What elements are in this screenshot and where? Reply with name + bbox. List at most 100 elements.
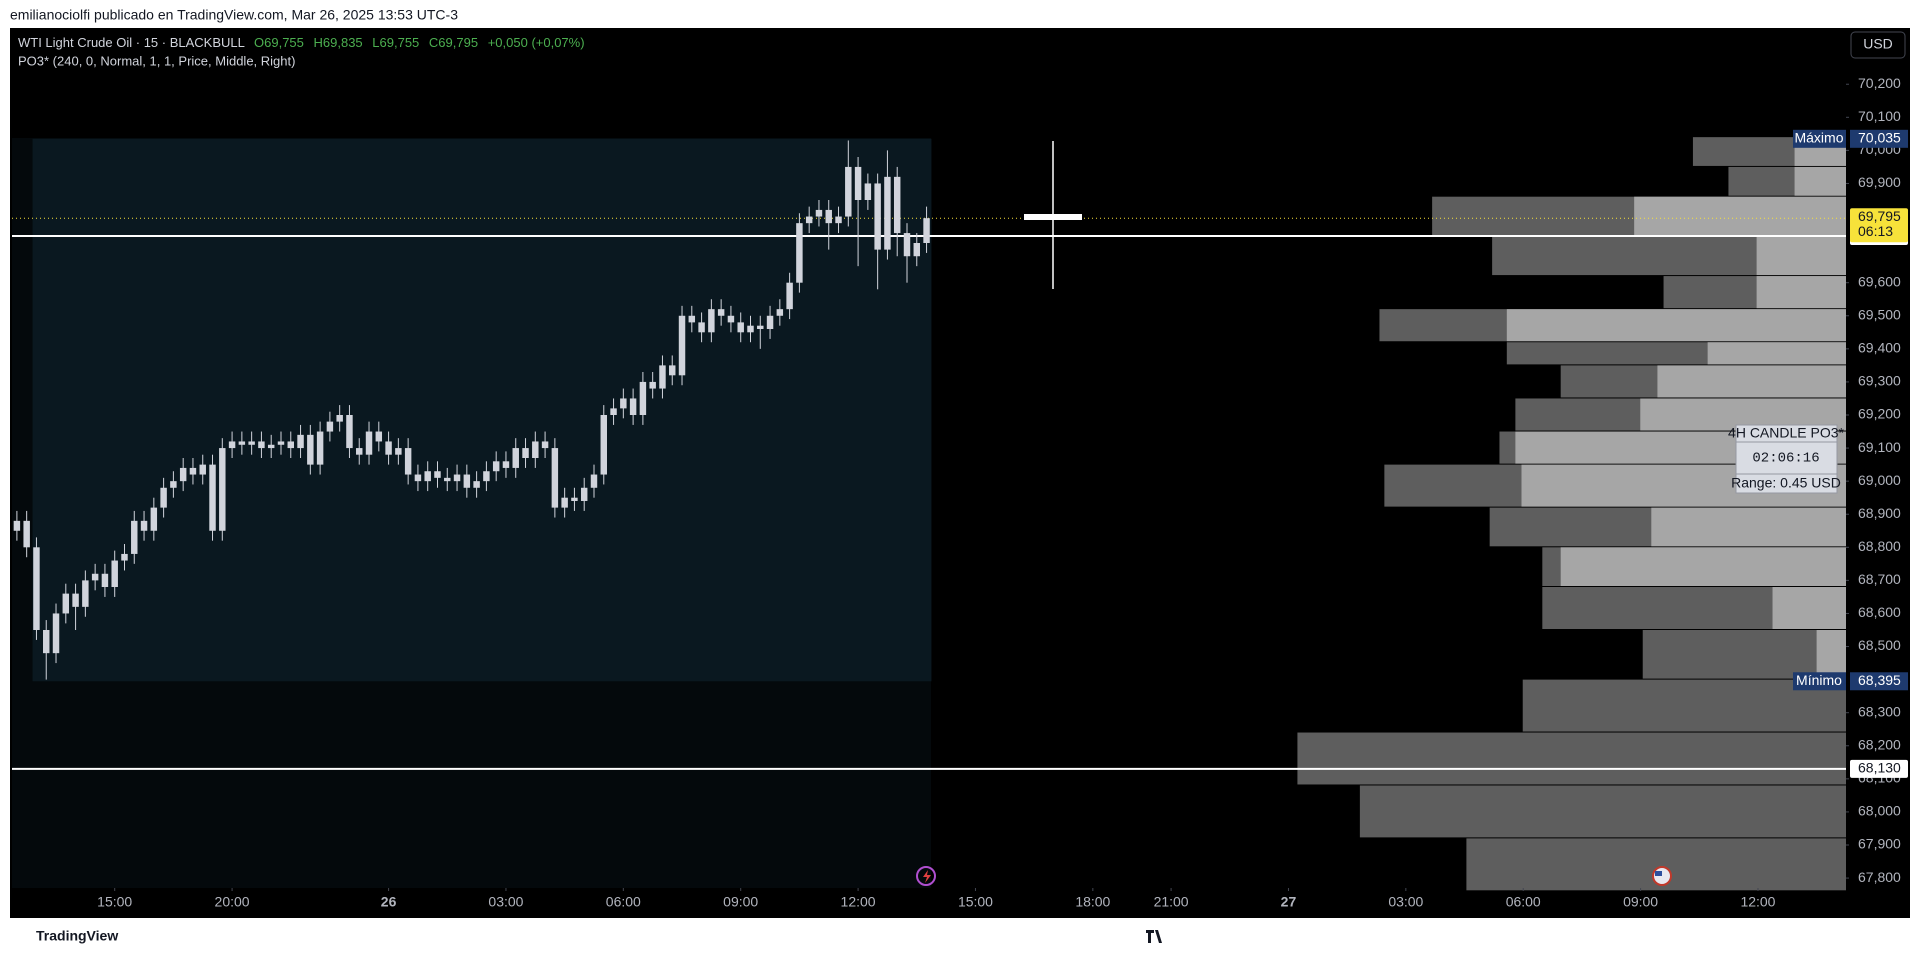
y-tick-label: 69,100 (1858, 439, 1901, 455)
volume-profile-inner-bar (1657, 365, 1846, 398)
candle-body (864, 183, 872, 200)
candle-body (522, 448, 529, 458)
event-icon-bolt (923, 870, 931, 883)
candle-body (209, 464, 216, 531)
candle-body (854, 166, 862, 200)
event-icon[interactable] (916, 866, 936, 886)
currency-button[interactable] (1850, 31, 1906, 59)
candle-body (551, 448, 559, 508)
volume-profile-inner-bar (1756, 236, 1846, 276)
candle-body (541, 441, 549, 449)
candle-body (13, 520, 21, 531)
candle-body (717, 309, 725, 316)
candle-body (825, 209, 832, 224)
bar-countdown: 06:13 (1858, 223, 1893, 239)
candle-body (502, 461, 510, 468)
y-tick-label: 68,300 (1858, 703, 1901, 719)
y-tick-label: 67,900 (1858, 836, 1901, 852)
country-flag-canton (1655, 871, 1662, 876)
candle-body (669, 365, 676, 376)
candle-body (336, 415, 343, 422)
candle-body (91, 573, 99, 581)
po3-title: 4H CANDLE PO3* (1728, 425, 1844, 441)
tradingview-logo (1146, 930, 1162, 943)
x-tick-label: 15:00 (97, 894, 132, 910)
candle-body (248, 441, 255, 445)
candle-body (150, 507, 158, 531)
extreme-value-bg (1850, 129, 1908, 148)
y-tick-label: 68,500 (1858, 637, 1901, 653)
candle-body (757, 325, 764, 329)
candle-body (678, 315, 686, 376)
candle-body (580, 487, 588, 501)
x-tick-label: 20:00 (215, 894, 250, 910)
volume-profile-bar (1297, 732, 1846, 785)
y-tick-label: 68,600 (1858, 604, 1901, 620)
candle-body (463, 474, 471, 488)
x-tick-label: 06:00 (1506, 894, 1541, 910)
candle-body (629, 398, 637, 415)
candle-body (571, 497, 578, 501)
candle-body (708, 309, 715, 333)
candle-body (444, 477, 451, 482)
extreme-name-bg (1793, 672, 1846, 691)
y-tick-label: 67,800 (1858, 869, 1901, 885)
po3-box-bg (1735, 424, 1838, 494)
x-tick-label: 09:00 (723, 894, 758, 910)
candle-body (512, 448, 519, 468)
candle-body (52, 613, 60, 654)
candle-body (845, 166, 852, 217)
currency-label[interactable]: USD (1863, 36, 1893, 52)
candle-body (219, 448, 226, 531)
last-price-label: 69,795 (1858, 208, 1901, 224)
candle-body (375, 431, 383, 442)
candle-body (532, 441, 539, 458)
candle-body (140, 520, 148, 531)
legend-symbol: WTI Light Crude Oil · 15 · BLACKBULL (18, 35, 245, 50)
y-tick-label: 69,500 (1858, 306, 1901, 322)
candle-body (884, 176, 891, 250)
x-tick-label: 12:00 (841, 894, 876, 910)
po3-range-region (32, 138, 932, 682)
candle-body (766, 315, 774, 329)
candle-body (835, 216, 842, 224)
candle-body (776, 309, 784, 316)
candle-body (189, 467, 197, 475)
x-tick-label: 27 (1281, 894, 1297, 910)
candle-body (727, 315, 735, 323)
price-line-label-bg (1850, 759, 1908, 778)
candle-body (82, 580, 89, 607)
x-tick-label: 18:00 (1075, 894, 1110, 910)
candle-body (101, 573, 109, 587)
candle-body (688, 315, 696, 323)
candle-body (307, 434, 314, 465)
volume-profile-inner-bar (1756, 276, 1846, 309)
extreme-name-bg (1793, 129, 1846, 148)
candle-body (923, 218, 930, 243)
volume-profile-bar (1522, 679, 1846, 732)
candle-body (649, 381, 656, 389)
candle-body (365, 431, 373, 455)
y-tick-label: 69,300 (1858, 373, 1901, 389)
candle-body (492, 461, 500, 472)
candle-body (805, 216, 813, 224)
legend-change: +0,050 (+0,07%) (488, 35, 585, 50)
po3-timer: 02:06:16 (1752, 451, 1819, 467)
legend-high: H69,835 (314, 35, 363, 50)
x-tick-label: 06:00 (606, 894, 641, 910)
candle-body (131, 520, 138, 554)
x-tick-label: 12:00 (1740, 894, 1775, 910)
candle-body (277, 441, 285, 445)
candle-body (737, 322, 744, 333)
candle-body (287, 441, 294, 449)
volume-profile-bar (1359, 785, 1846, 838)
candle-body (356, 448, 363, 455)
x-tick-label: 15:00 (958, 894, 993, 910)
volume-profile-bar (1642, 630, 1846, 679)
candle-body (43, 630, 50, 654)
legend-open: O69,755 (254, 35, 304, 50)
candle-body (326, 421, 334, 432)
volume-profile-inner-bar (1707, 342, 1846, 365)
po3-range: Range: 0.45 USD (1731, 475, 1841, 491)
po3-box: 4H CANDLE PO3* 02:06:16 Range: 0.45 USD (1728, 424, 1845, 494)
